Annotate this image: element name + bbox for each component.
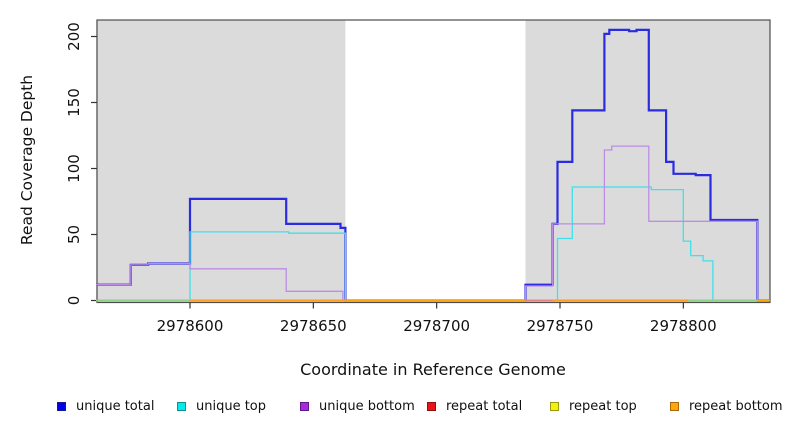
y-tick-label: 150 <box>65 88 83 117</box>
legend-swatch <box>57 402 66 411</box>
y-tick-label: 50 <box>65 225 83 244</box>
y-axis-title: Read Coverage Depth <box>18 74 36 246</box>
legend-swatch <box>177 402 186 411</box>
legend-label: unique top <box>196 399 267 414</box>
x-tick-label: 2978650 <box>280 317 347 335</box>
legend-swatch <box>300 402 309 411</box>
y-tick-label: 0 <box>65 296 83 306</box>
series-unique-total <box>96 28 770 302</box>
legend-label: repeat bottom <box>689 399 783 414</box>
y-tick-label: 100 <box>65 154 83 183</box>
legend-label: unique total <box>76 399 155 414</box>
legend-swatch <box>670 402 679 411</box>
legend-swatch <box>550 402 559 411</box>
legend-label: unique bottom <box>319 399 415 414</box>
legend-label: repeat total <box>446 399 523 414</box>
y-tick-label: 200 <box>65 22 83 51</box>
x-tick-label: 2978600 <box>157 317 224 335</box>
x-axis-title: Coordinate in Reference Genome <box>300 360 566 379</box>
x-tick-label: 2978750 <box>527 317 594 335</box>
legend: unique total unique top unique bottom repea… <box>0 398 792 422</box>
plot-border <box>96 19 771 304</box>
series-unique-top <box>96 186 770 302</box>
series-unique-bottom <box>96 145 770 302</box>
x-tick-label: 2978700 <box>403 317 470 335</box>
legend-label: repeat top <box>569 399 637 414</box>
x-tick-label: 2978800 <box>650 317 717 335</box>
shaded-region <box>96 20 346 303</box>
legend-swatch <box>427 402 436 411</box>
